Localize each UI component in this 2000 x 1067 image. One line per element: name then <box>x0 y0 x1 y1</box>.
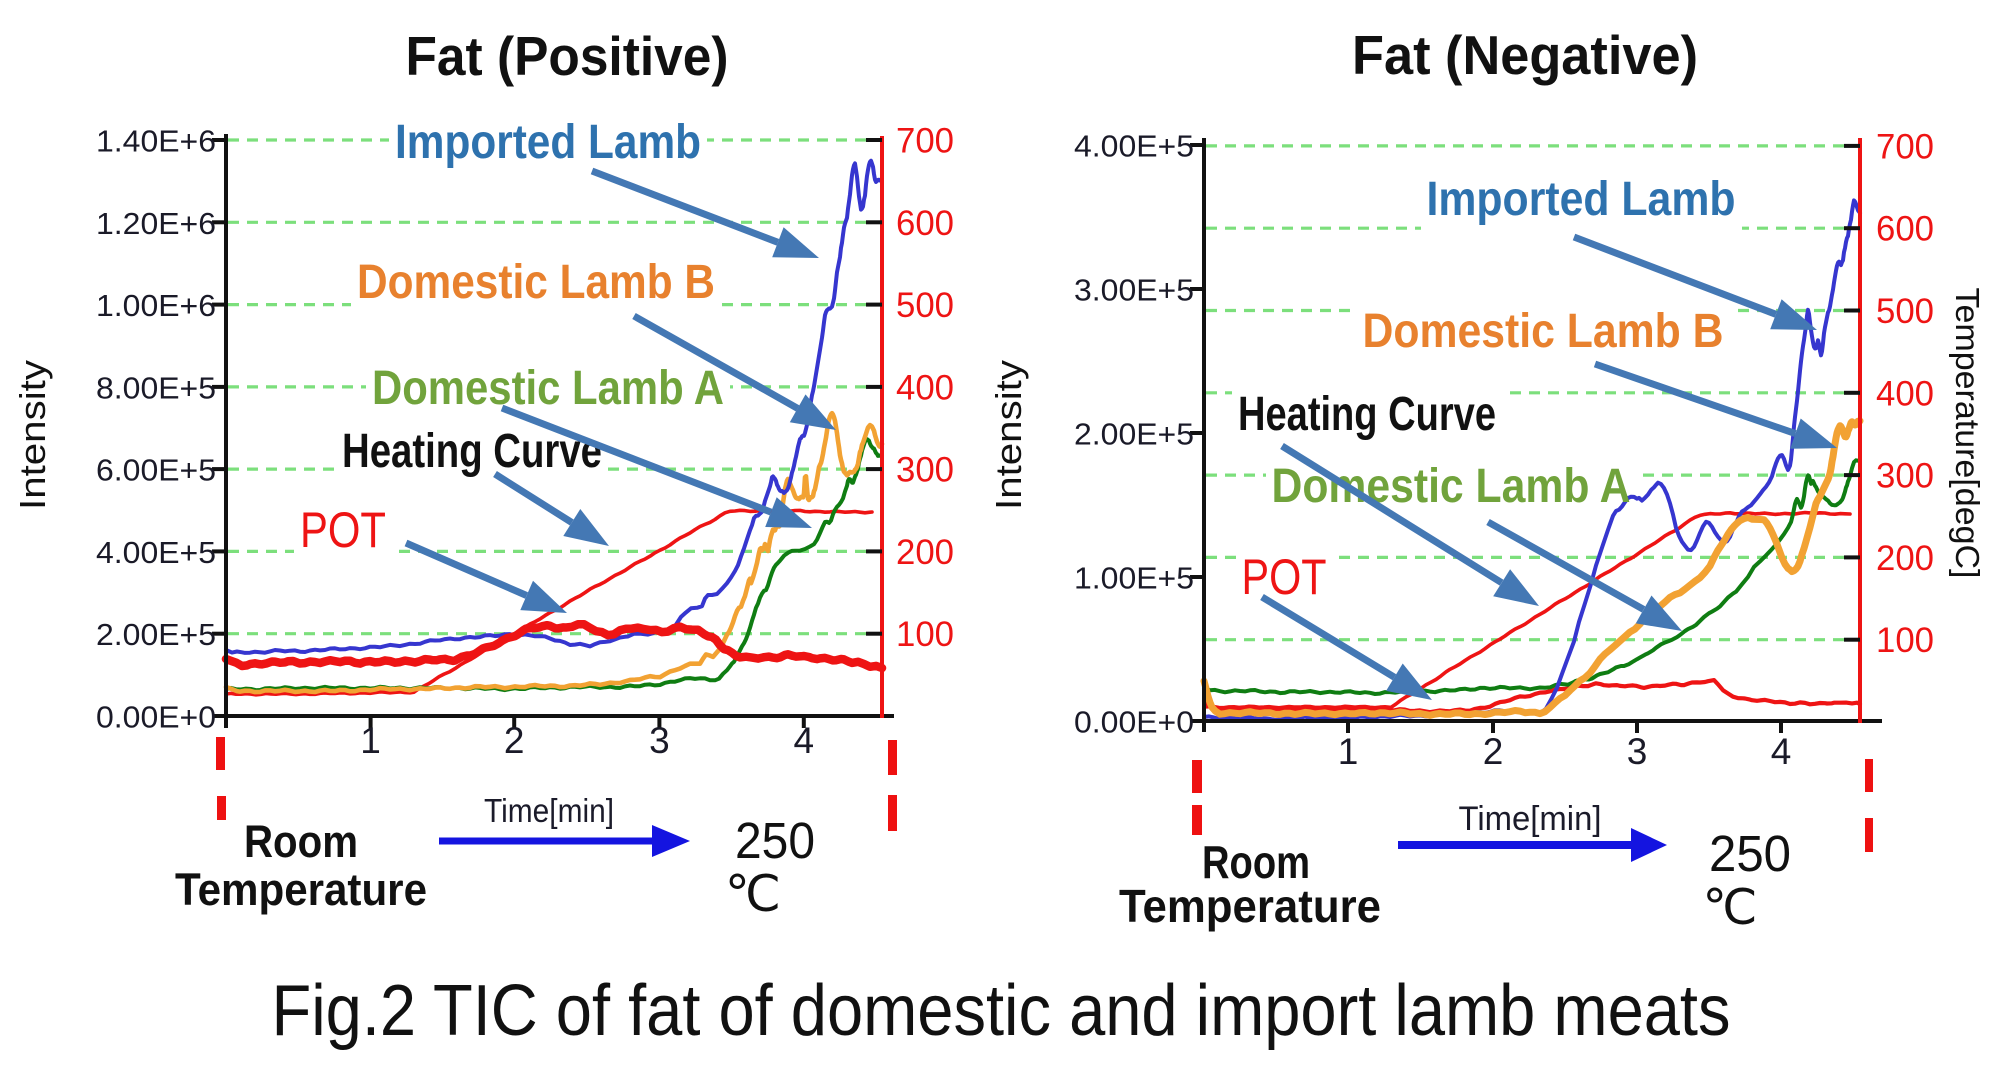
svg-text:6.00E+5: 6.00E+5 <box>96 453 216 488</box>
svg-text:3: 3 <box>1627 731 1648 772</box>
svg-text:1.00E+6: 1.00E+6 <box>96 288 216 323</box>
svg-text:4: 4 <box>794 720 815 761</box>
svg-text:600: 600 <box>896 204 954 243</box>
svg-text:100: 100 <box>896 615 954 654</box>
svg-text:1.00E+5: 1.00E+5 <box>1074 561 1194 596</box>
svg-text:200: 200 <box>1876 539 1934 578</box>
svg-text:700: 700 <box>896 122 954 161</box>
svg-text:2: 2 <box>504 720 525 761</box>
svg-text:Heating Curve: Heating Curve <box>1238 388 1496 441</box>
svg-text:400: 400 <box>896 368 954 407</box>
svg-text:Temperature: Temperature <box>1119 880 1381 932</box>
svg-text:Intensity: Intensity <box>988 360 1029 510</box>
svg-text:1: 1 <box>360 720 381 761</box>
svg-text:Fat (Positive): Fat (Positive) <box>406 25 729 87</box>
svg-text:Imported Lamb: Imported Lamb <box>395 116 701 169</box>
svg-text:℃: ℃ <box>1702 881 1757 935</box>
svg-text:Temperature: Temperature <box>175 864 427 915</box>
svg-text:500: 500 <box>896 286 954 325</box>
svg-text:100: 100 <box>1876 621 1934 660</box>
svg-text:POT: POT <box>300 502 386 558</box>
svg-text:600: 600 <box>1876 210 1934 249</box>
svg-text:Room: Room <box>1202 836 1310 888</box>
svg-text:Intensity: Intensity <box>12 360 53 510</box>
svg-text:0.00E+0: 0.00E+0 <box>96 700 216 735</box>
svg-text:2.00E+5: 2.00E+5 <box>1074 417 1194 452</box>
svg-text:4.00E+5: 4.00E+5 <box>1074 129 1194 164</box>
svg-text:1.20E+6: 1.20E+6 <box>96 206 216 241</box>
svg-text:2: 2 <box>1483 731 1504 772</box>
svg-text:POT: POT <box>1242 549 1327 605</box>
svg-text:300: 300 <box>1876 457 1934 496</box>
svg-text:2.00E+5: 2.00E+5 <box>96 617 216 652</box>
svg-text:Room: Room <box>244 816 358 867</box>
svg-text:250: 250 <box>1709 825 1791 882</box>
svg-text:3.00E+5: 3.00E+5 <box>1074 273 1194 308</box>
svg-text:3: 3 <box>649 720 670 761</box>
svg-text:℃: ℃ <box>725 866 781 922</box>
svg-text:Fig.2 TIC of fat of domestic a: Fig.2 TIC of fat of domestic and import … <box>272 971 1731 1051</box>
svg-text:Time[min]: Time[min] <box>1459 800 1602 838</box>
svg-text:500: 500 <box>1876 292 1934 331</box>
svg-text:Domestic Lamb A: Domestic Lamb A <box>1272 460 1631 513</box>
svg-text:4.00E+5: 4.00E+5 <box>96 535 216 570</box>
svg-text:Domestic Lamb B: Domestic Lamb B <box>1363 305 1724 358</box>
svg-text:Heating Curve: Heating Curve <box>342 425 602 478</box>
svg-text:Domestic Lamb B: Domestic Lamb B <box>357 256 715 309</box>
svg-text:1.40E+6: 1.40E+6 <box>96 124 216 159</box>
svg-text:Time[min]: Time[min] <box>484 792 614 829</box>
svg-text:Fat (Negative): Fat (Negative) <box>1352 24 1698 86</box>
svg-text:200: 200 <box>896 533 954 572</box>
svg-text:4: 4 <box>1771 731 1792 772</box>
svg-text:Temperature[degC]: Temperature[degC] <box>1949 288 1986 579</box>
svg-text:250: 250 <box>735 812 815 869</box>
svg-text:400: 400 <box>1876 374 1934 413</box>
svg-text:300: 300 <box>896 451 954 490</box>
svg-text:Domestic Lamb A: Domestic Lamb A <box>372 362 724 415</box>
svg-text:1: 1 <box>1338 731 1359 772</box>
svg-text:8.00E+5: 8.00E+5 <box>96 370 216 405</box>
svg-text:700: 700 <box>1876 127 1934 166</box>
svg-text:0.00E+0: 0.00E+0 <box>1074 705 1194 740</box>
svg-text:Imported Lamb: Imported Lamb <box>1427 173 1736 226</box>
